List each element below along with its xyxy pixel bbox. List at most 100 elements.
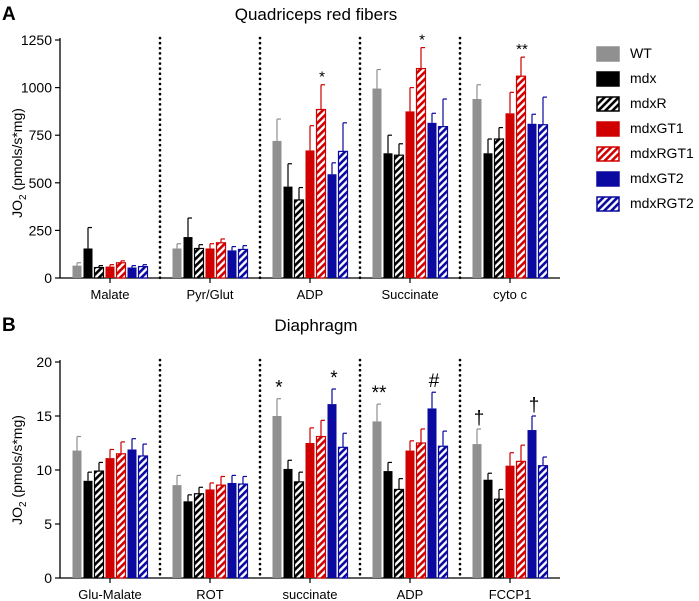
y-tick-label: 750 xyxy=(29,127,53,143)
bar-mdx-adp xyxy=(283,186,293,278)
bar-mdxrgt2-succinate xyxy=(337,446,349,579)
legend-label: mdxRGT1 xyxy=(630,145,694,161)
bar-mdxgt1-adp xyxy=(305,150,315,278)
bar-mdx-malate xyxy=(83,248,93,278)
bar-mdxrgt1-pyr-glut xyxy=(215,242,227,279)
chart-title: Diaphragm xyxy=(274,316,357,335)
legend-entry-mdxr: mdxR xyxy=(596,95,667,112)
bar-mdx-rot xyxy=(183,501,193,578)
legend-swatch xyxy=(596,46,620,62)
bar-mdx-glu-malate xyxy=(83,480,93,578)
x-tick-label: Glu-Malate xyxy=(78,587,142,601)
bar-mdxr-glu-malate xyxy=(93,470,105,579)
bar-mdxrgt1-succinate xyxy=(315,435,327,579)
x-tick-label: cyto c xyxy=(493,287,527,302)
bar-mdxrgt1-glu-malate xyxy=(115,453,127,579)
bar-mdxgt1-rot xyxy=(205,489,215,578)
legend-entry-mdxrgt2: mdxRGT2 xyxy=(596,195,694,212)
bar-mdx-succinate xyxy=(283,468,293,578)
bar-mdxr-pyr-glut xyxy=(193,247,205,279)
bar-mdxrgt2-succinate xyxy=(437,126,449,279)
significance-marker: † xyxy=(474,408,485,429)
bar-mdxrgt1-adp xyxy=(315,108,327,279)
y-tick-label: 0 xyxy=(44,270,52,286)
bar-mdxgt2-adp xyxy=(327,174,337,278)
bar-mdxr-fccp1 xyxy=(493,498,505,579)
x-tick-label: ROT xyxy=(196,587,224,601)
bar-mdxrgt1-succinate xyxy=(415,67,427,279)
bar-mdxgt1-succinate xyxy=(405,111,415,279)
bar-mdxgt1-malate xyxy=(105,266,115,278)
bar-mdxgt1-pyr-glut xyxy=(205,248,215,278)
legend-swatch xyxy=(596,196,620,212)
bar-mdxr-succinate xyxy=(393,154,405,279)
bar-wt-pyr-glut xyxy=(172,248,182,278)
bar-mdxgt1-adp xyxy=(405,450,415,578)
bar-mdxgt2-cyto-c xyxy=(527,123,537,278)
legend-label: mdxRGT2 xyxy=(630,195,694,211)
legend-label: mdxGT2 xyxy=(630,170,684,186)
legend-entry-wt: WT xyxy=(596,45,652,62)
bar-wt-fccp1 xyxy=(472,444,482,578)
bar-mdxrgt2-fccp1 xyxy=(537,465,549,579)
x-tick-label: Pyr/Glut xyxy=(187,287,234,302)
bar-mdxrgt1-malate xyxy=(115,262,127,279)
legend-entry-mdxgt2: mdxGT2 xyxy=(596,170,684,187)
panel-diaphragm: B Diaphragm JO2 (pmols/s*mg) 0 5 10 15 20 Glu… xyxy=(2,315,560,601)
bar-mdxgt1-succinate xyxy=(305,443,315,578)
panel-label: A xyxy=(2,4,16,25)
bar-wt-glu-malate xyxy=(72,450,82,578)
bar-mdxr-rot xyxy=(193,493,205,579)
bar-mdxrgt2-rot xyxy=(237,483,249,579)
bar-mdxgt1-cyto-c xyxy=(505,113,515,278)
bar-wt-adp xyxy=(272,140,282,278)
y-axis-label: JO2 (pmols/s*mg) xyxy=(9,415,29,525)
legend-label: mdxGT1 xyxy=(630,120,684,136)
significance-marker: ** xyxy=(516,41,528,58)
legend-label: mdxR xyxy=(630,95,667,111)
x-tick-label: ADP xyxy=(397,587,424,601)
significance-marker: † xyxy=(529,395,540,416)
bar-wt-malate xyxy=(72,265,82,278)
bar-mdxrgt1-rot xyxy=(215,484,227,579)
legend-label: WT xyxy=(630,45,652,61)
bar-mdx-adp xyxy=(383,471,393,578)
bar-mdxgt2-pyr-glut xyxy=(227,250,237,278)
panel-label: B xyxy=(2,315,16,336)
bar-mdxr-adp xyxy=(393,488,405,579)
bar-mdx-fccp1 xyxy=(483,479,493,578)
bar-mdxrgt1-adp xyxy=(415,442,427,579)
significance-marker: # xyxy=(429,371,440,392)
bar-mdxrgt2-cyto-c xyxy=(537,124,549,279)
bar-mdxgt2-succinate xyxy=(327,404,337,578)
y-tick-label: 20 xyxy=(36,354,52,370)
y-axis-label: JO2 (pmols/s*mg) xyxy=(9,108,29,218)
x-tick-label: Malate xyxy=(90,287,129,302)
bar-wt-rot xyxy=(172,485,182,578)
bar-mdxgt2-rot xyxy=(227,482,237,578)
y-tick-label: 0 xyxy=(44,570,52,586)
legend: WT mdx mdxR mdxGT1 mdxRGT1 mdxGT2 mdxRGT… xyxy=(596,45,694,212)
significance-marker: * xyxy=(319,69,325,86)
legend-entry-mdxrgt1: mdxRGT1 xyxy=(596,145,694,162)
legend-entry-mdx: mdx xyxy=(596,70,656,87)
legend-swatch xyxy=(596,171,620,187)
bar-mdxrgt2-adp xyxy=(337,150,349,279)
bar-mdxgt2-succinate xyxy=(427,122,437,278)
bar-mdxr-malate xyxy=(93,266,105,279)
bar-mdxgt2-adp xyxy=(427,408,437,578)
y-tick-label: 10 xyxy=(36,462,52,478)
bar-wt-adp xyxy=(372,421,382,578)
y-tick-label: 1250 xyxy=(21,32,52,48)
significance-marker: * xyxy=(419,32,425,49)
legend-swatch xyxy=(596,146,620,162)
bar-mdxrgt2-pyr-glut xyxy=(237,248,249,279)
legend-swatch xyxy=(596,121,620,137)
x-tick-label: succinate xyxy=(283,587,338,601)
bar-mdxgt2-fccp1 xyxy=(527,430,537,578)
bar-mdxgt2-malate xyxy=(127,267,137,278)
y-tick-label: 5 xyxy=(44,516,52,532)
bar-mdxr-adp xyxy=(293,199,305,279)
bar-mdx-succinate xyxy=(383,153,393,278)
